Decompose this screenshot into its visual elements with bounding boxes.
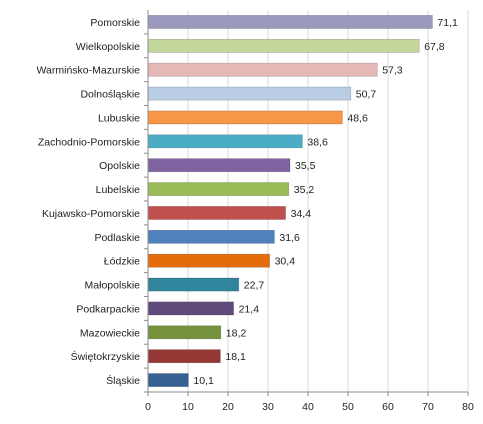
bar bbox=[147, 229, 275, 244]
x-tick-label: 50 bbox=[342, 401, 354, 413]
x-tick-label: 80 bbox=[462, 401, 474, 413]
x-tick-label: 40 bbox=[302, 401, 314, 413]
x-tick-label: 20 bbox=[222, 401, 234, 413]
value-label: 18,2 bbox=[226, 327, 247, 339]
x-tick-label: 60 bbox=[382, 401, 394, 413]
bar bbox=[147, 206, 286, 220]
category-labels: Pomorskie Wielkopolskie Warmińsko-Mazurski… bbox=[37, 17, 141, 387]
value-label: 22,7 bbox=[244, 280, 265, 292]
x-tick-label: 70 bbox=[422, 401, 434, 413]
category-label: Podkarpackie bbox=[76, 303, 140, 315]
value-label: 21,4 bbox=[239, 303, 260, 315]
value-label: 35,2 bbox=[294, 184, 315, 196]
value-labels: 71,1 67,8 57,3 50,7 48,6 38,6 35,5 35,2 34,4 31,6… bbox=[193, 17, 458, 387]
category-label: Pomorskie bbox=[90, 17, 140, 29]
bar bbox=[147, 182, 290, 196]
category-label: Kujawsko-Pomorskie bbox=[42, 208, 140, 220]
category-label: Warmińsko-Mazurskie bbox=[37, 65, 141, 77]
category-label: Opolskie bbox=[99, 160, 140, 172]
category-label: Śląskie bbox=[106, 374, 140, 387]
bar bbox=[147, 62, 378, 77]
value-label: 57,3 bbox=[382, 65, 403, 77]
value-label: 48,6 bbox=[347, 112, 368, 124]
bar bbox=[147, 301, 234, 316]
bar bbox=[147, 373, 189, 387]
value-label: 71,1 bbox=[437, 17, 458, 29]
value-label: 67,8 bbox=[424, 41, 445, 53]
value-label: 34,4 bbox=[291, 208, 312, 220]
bar bbox=[147, 349, 221, 364]
value-label: 18,1 bbox=[225, 351, 246, 363]
value-label: 38,6 bbox=[307, 136, 328, 148]
category-label: Świętokrzyskie bbox=[71, 350, 141, 363]
bar bbox=[147, 110, 343, 125]
value-label: 31,6 bbox=[279, 232, 300, 244]
category-label: Lubelskie bbox=[96, 184, 141, 196]
x-tick-label: 30 bbox=[262, 401, 274, 413]
category-label: Małopolskie bbox=[85, 280, 141, 292]
bar bbox=[147, 15, 433, 29]
bar bbox=[147, 277, 240, 292]
bar bbox=[147, 253, 270, 268]
category-label: Zachodnio-Pomorskie bbox=[38, 136, 140, 148]
x-tick-label: 10 bbox=[182, 401, 194, 413]
value-label: 30,4 bbox=[275, 256, 296, 268]
x-tick-label: 0 bbox=[145, 401, 151, 413]
category-label: Podlaskie bbox=[94, 232, 140, 244]
bar bbox=[147, 38, 420, 53]
value-label: 50,7 bbox=[356, 89, 377, 101]
axes: 0 10 20 30 40 50 60 70 80 bbox=[144, 10, 474, 413]
category-label: Dolnośląskie bbox=[80, 89, 140, 101]
bar bbox=[147, 158, 291, 173]
category-label: Łódzkie bbox=[104, 256, 140, 268]
category-label: Lubuskie bbox=[98, 112, 140, 124]
category-label: Wielkopolskie bbox=[76, 41, 140, 53]
bar bbox=[147, 325, 222, 340]
category-label: Mazowieckie bbox=[80, 327, 140, 339]
bar bbox=[147, 134, 303, 149]
value-label: 35,5 bbox=[295, 160, 316, 172]
bar bbox=[147, 86, 352, 101]
value-label: 10,1 bbox=[193, 375, 214, 387]
